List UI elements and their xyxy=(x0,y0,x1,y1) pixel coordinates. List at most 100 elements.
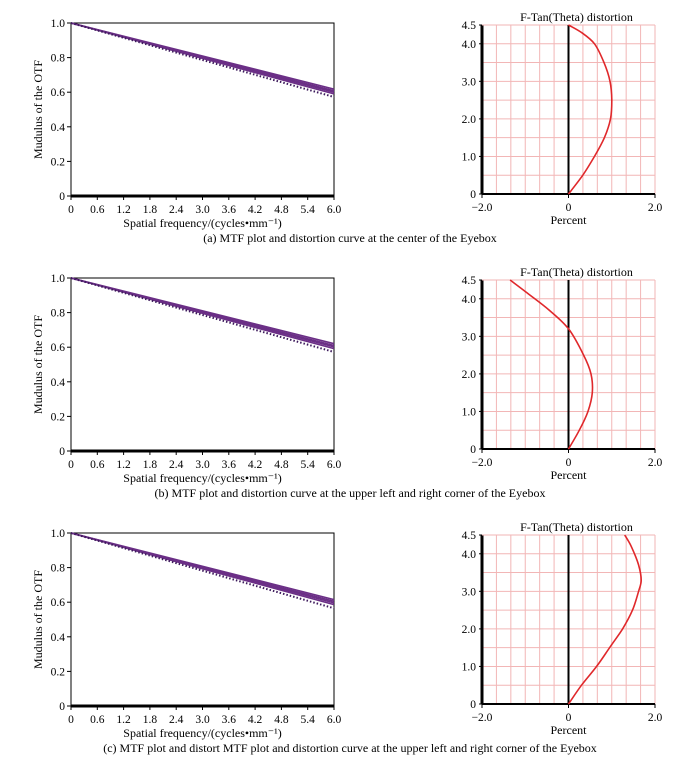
mtf-x-tick-label: 1.2 xyxy=(116,714,131,726)
distortion-y-tick-label: 1.0 xyxy=(462,151,477,163)
mtf-x-tick-label: 4.2 xyxy=(248,459,263,471)
distortion-y-tick-label: 2.0 xyxy=(462,624,477,636)
mtf-series-field-5 xyxy=(70,532,335,610)
mtf-y-tick-label: 0.6 xyxy=(51,87,66,99)
mtf-y-tick-label: 1.0 xyxy=(51,528,66,540)
distortion-y-tick-label: 1.0 xyxy=(462,406,477,418)
mtf-x-tick-label: 3.6 xyxy=(222,714,237,726)
mtf-x-tick-label: 2.4 xyxy=(169,714,184,726)
mtf-x-axis-label: Spatial frequency/(cycles•mm⁻¹) xyxy=(123,471,281,485)
distortion-x-axis-label: Percent xyxy=(551,468,588,482)
mtf-x-tick-label: 4.8 xyxy=(274,459,289,471)
mtf-y-axis-label: Mudulus of the OTF xyxy=(31,315,45,414)
mtf-x-tick-label: 6.0 xyxy=(327,204,342,216)
mtf-x-tick-label: 3.0 xyxy=(195,459,210,471)
mtf-chart: 0 0.2 0.4 0.6 0.8 1.0 0 0.6 1.2 1.8 2.4 3.0 3.6 4.2 4.… xyxy=(31,528,341,740)
distortion-y-tick-label: 4.0 xyxy=(462,549,477,561)
panel-caption: (a) MTF plot and distortion curve at the… xyxy=(203,231,497,245)
mtf-x-tick-label: 2.4 xyxy=(169,204,184,216)
mtf-y-tick-label: 0.2 xyxy=(51,666,66,678)
mtf-x-axis-label: Spatial frequency/(cycles•mm⁻¹) xyxy=(123,726,281,740)
mtf-y-tick-label: 0.8 xyxy=(51,308,66,320)
mtf-x-tick-label: 3.6 xyxy=(222,459,237,471)
mtf-x-axis-label: Spatial frequency/(cycles•mm⁻¹) xyxy=(123,216,281,230)
mtf-y-tick-label: 0.4 xyxy=(51,377,66,389)
distortion-y-tick-label: 4.5 xyxy=(462,275,477,287)
distortion-title: F-Tan(Theta) distortion xyxy=(520,10,633,24)
distortion-y-tick-label: 3.0 xyxy=(462,76,477,88)
panel-c: 0 0.2 0.4 0.6 0.8 1.0 0 0.6 1.2 1.8 2.4 3.0 3.6 4.2 4.… xyxy=(31,520,662,755)
distortion-y-tick-label: 2.0 xyxy=(462,114,477,126)
distortion-title: F-Tan(Theta) distortion xyxy=(520,265,633,279)
distortion-y-tick-label: 3.0 xyxy=(462,331,477,343)
mtf-y-tick-label: 0.4 xyxy=(51,632,66,644)
distortion-chart: 01.02.03.04.04.5−2.0 0 2.0PercentF-Tan(The… xyxy=(462,265,663,482)
mtf-plot-frame xyxy=(70,532,335,707)
mtf-plot-frame xyxy=(70,277,335,452)
mtf-y-tick-label: 0.2 xyxy=(51,411,66,423)
distortion-x-tick-label: 0 xyxy=(566,457,572,469)
mtf-series-field-4 xyxy=(70,22,335,95)
mtf-y-tick-label: 0.8 xyxy=(51,53,66,65)
mtf-x-tick-label: 3.6 xyxy=(222,204,237,216)
mtf-x-tick-label: 4.2 xyxy=(248,714,263,726)
distortion-y-tick-label: 3.0 xyxy=(462,586,477,598)
mtf-chart: 0 0.2 0.4 0.6 0.8 1.0 0 0.6 1.2 1.8 2.4 3.0 3.6 4.2 4.… xyxy=(31,273,341,485)
mtf-x-tick-label: 3.0 xyxy=(195,714,210,726)
mtf-y-tick-label: 1.0 xyxy=(51,18,66,30)
mtf-series-field-4 xyxy=(70,532,335,606)
distortion-x-tick-label: 2.0 xyxy=(648,202,663,214)
mtf-y-tick-label: 0.6 xyxy=(51,597,66,609)
distortion-title: F-Tan(Theta) distortion xyxy=(520,520,633,534)
mtf-x-tick-label: 0 xyxy=(68,714,74,726)
panel-caption: (c) MTF plot and distort MTF plot and di… xyxy=(103,741,597,755)
distortion-y-tick-label: 4.0 xyxy=(462,39,477,51)
distortion-x-tick-label: −2.0 xyxy=(472,202,493,214)
distortion-y-tick-label: 4.5 xyxy=(462,530,477,542)
distortion-y-tick-label: 0 xyxy=(470,699,476,711)
mtf-y-tick-label: 0.2 xyxy=(51,156,66,168)
mtf-chart: 0 0.2 0.4 0.6 0.8 1.0 0 0.6 1.2 1.8 2.4 3.0 3.6 4.2 4.… xyxy=(31,18,341,230)
mtf-plot-frame xyxy=(70,22,335,197)
mtf-y-axis-label: Mudulus of the OTF xyxy=(31,570,45,669)
mtf-y-axis-label: Mudulus of the OTF xyxy=(31,60,45,159)
distortion-y-tick-label: 0 xyxy=(470,189,476,201)
distortion-x-tick-label: 2.0 xyxy=(648,712,663,724)
mtf-y-tick-label: 0.6 xyxy=(51,342,66,354)
mtf-x-tick-label: 5.4 xyxy=(301,459,316,471)
distortion-series-distortion xyxy=(509,279,594,450)
distortion-chart: 01.02.03.04.04.5−2.0 0 2.0PercentF-Tan(The… xyxy=(462,520,663,737)
mtf-x-tick-label: 1.8 xyxy=(143,204,158,216)
mtf-y-tick-label: 1.0 xyxy=(51,273,66,285)
mtf-series-field-5 xyxy=(70,277,335,353)
distortion-chart: 01.02.03.04.04.5−2.0 0 2.0PercentF-Tan(The… xyxy=(462,10,663,227)
mtf-series-field-5 xyxy=(70,22,335,98)
mtf-x-tick-label: 0.6 xyxy=(90,204,105,216)
mtf-y-tick-label: 0 xyxy=(59,191,65,203)
mtf-x-tick-label: 5.4 xyxy=(301,204,316,216)
mtf-x-tick-label: 4.8 xyxy=(274,204,289,216)
mtf-y-tick-label: 0.8 xyxy=(51,563,66,575)
mtf-y-tick-label: 0 xyxy=(59,701,65,713)
mtf-x-tick-label: 1.2 xyxy=(116,459,131,471)
mtf-x-tick-label: 1.2 xyxy=(116,204,131,216)
mtf-y-tick-label: 0.4 xyxy=(51,122,66,134)
distortion-y-tick-label: 0 xyxy=(470,444,476,456)
distortion-x-tick-label: 0 xyxy=(566,712,572,724)
mtf-series-field-4 xyxy=(70,277,335,350)
distortion-x-axis-label: Percent xyxy=(551,723,588,737)
mtf-x-tick-label: 0.6 xyxy=(90,714,105,726)
mtf-x-tick-label: 5.4 xyxy=(301,714,316,726)
distortion-y-tick-label: 4.5 xyxy=(462,20,477,32)
mtf-x-tick-label: 2.4 xyxy=(169,459,184,471)
mtf-x-tick-label: 0 xyxy=(68,459,74,471)
mtf-x-tick-label: 1.8 xyxy=(143,459,158,471)
distortion-x-axis-label: Percent xyxy=(551,213,588,227)
distortion-x-tick-label: 0 xyxy=(566,202,572,214)
mtf-x-tick-label: 1.8 xyxy=(143,714,158,726)
distortion-y-tick-label: 4.0 xyxy=(462,294,477,306)
mtf-x-tick-label: 0.6 xyxy=(90,459,105,471)
mtf-x-tick-label: 4.2 xyxy=(248,204,263,216)
distortion-x-tick-label: −2.0 xyxy=(472,712,493,724)
